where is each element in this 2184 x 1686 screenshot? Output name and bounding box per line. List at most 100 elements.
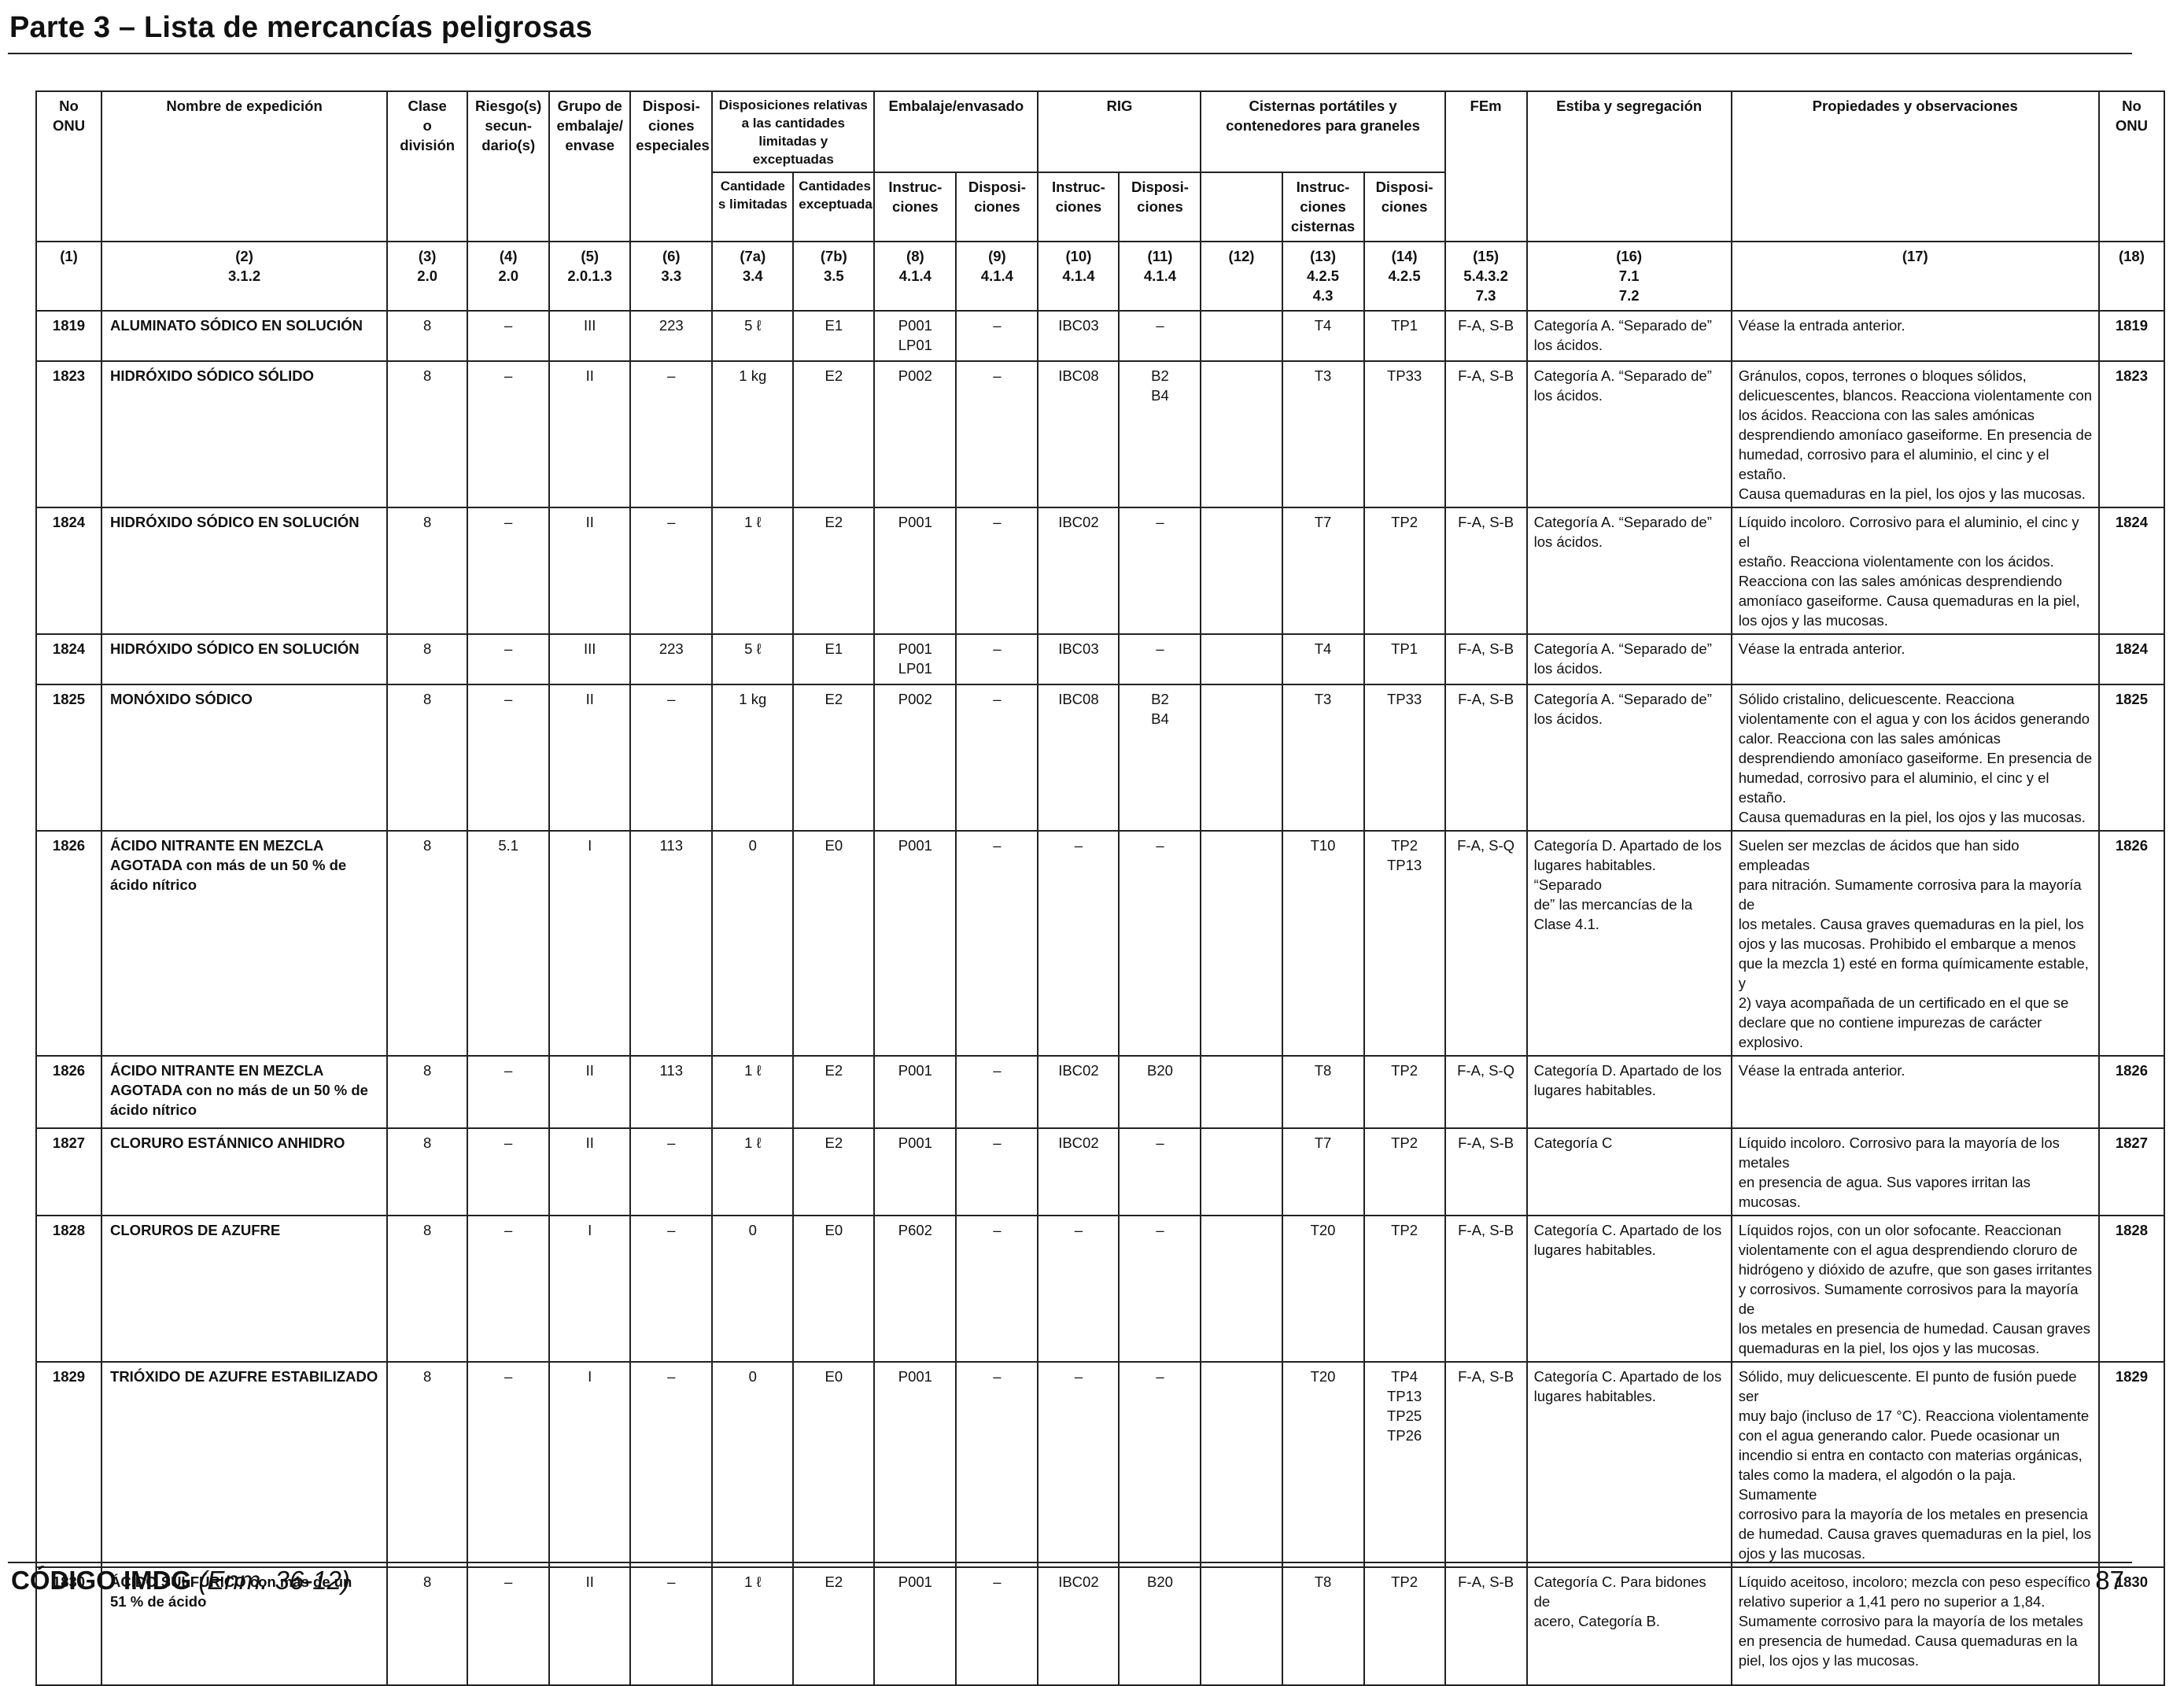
subsidiary-risk-cell: –	[467, 633, 551, 685]
subsidiary-risk-cell: –	[467, 1566, 551, 1686]
header-un-number: No ONU	[35, 90, 103, 242]
excepted-quantity-cell: E0	[792, 830, 876, 1057]
column-12-cell	[1200, 360, 1283, 508]
stowage-cell: Categoría D. Apartado de los lugares hab…	[1525, 1055, 1732, 1129]
un-number-right-cell: 1826	[2097, 830, 2166, 1057]
tank-provision-cell: TP2 TP13	[1363, 830, 1446, 1057]
column-12-cell	[1200, 633, 1283, 685]
stowage-cell: Categoría C. Apartado de los lugares hab…	[1525, 1215, 1732, 1363]
header-packaging-group: Embalaje/envasado	[873, 90, 1039, 173]
un-number-right-cell: 1829	[2097, 1361, 2166, 1568]
shipping-name-cell: CLORUROS DE AZUFRE	[101, 1215, 389, 1363]
footer-divider	[8, 1562, 2132, 1563]
table-row: 1829 TRIÓXIDO DE AZUFRE ESTABILIZADO 8– I –0…	[35, 1361, 2166, 1568]
header-un-number-right: No ONU	[2097, 90, 2166, 242]
column-12-cell	[1200, 1055, 1283, 1129]
ibc-provision-cell: –	[1118, 633, 1202, 685]
excepted-quantity-cell: E2	[792, 1566, 876, 1686]
tank-provision-cell: TP2	[1363, 507, 1446, 635]
properties-cell: Véase la entrada anterior.	[1730, 1055, 2100, 1129]
ibc-provision-cell: –	[1118, 1127, 1202, 1216]
packing-group-cell: II	[548, 1127, 632, 1216]
class-cell: 8	[386, 633, 469, 685]
shipping-name-cell: HIDRÓXIDO SÓDICO SÓLIDO	[101, 360, 389, 508]
limited-quantity-cell: 1 ℓ	[711, 507, 795, 635]
ibc-provision-cell: –	[1118, 1361, 1202, 1568]
table-row: 1823 HIDRÓXIDO SÓDICO SÓLIDO 8– II –1 kg E2 P0…	[35, 360, 2166, 508]
packing-group-cell: II	[548, 1566, 632, 1686]
column-12-cell	[1200, 830, 1283, 1057]
packing-provision-cell: –	[955, 1215, 1039, 1363]
column-number-cell: (15) 5.4.3.2 7.3	[1444, 241, 1528, 312]
column-12-cell	[1200, 507, 1283, 635]
column-number-cell: (13) 4.2.5 4.3	[1281, 241, 1365, 312]
class-cell: 8	[386, 507, 469, 635]
column-number-cell: (2) 3.1.2	[101, 241, 389, 312]
table-row: 1830 ÁCIDO SULFÚRICO con más de un 51 % d…	[35, 1566, 2166, 1686]
limited-quantity-cell: 1 ℓ	[711, 1566, 795, 1686]
header-limited-excepted-group: Disposiciones relativas a las cantidades…	[711, 90, 876, 173]
un-number-cell: 1826	[35, 1055, 103, 1129]
column-number-cell: (1)	[35, 241, 103, 312]
packing-provision-cell: –	[955, 1127, 1039, 1216]
stowage-cell: Categoría A. “Separado de” los ácidos.	[1525, 684, 1732, 832]
packing-instruction-cell: P001	[873, 1055, 957, 1129]
column-number-cell: (14) 4.2.5	[1363, 241, 1446, 312]
ibc-instruction-cell: IBC08	[1037, 360, 1120, 508]
ems-cell: F-A, S-B	[1444, 310, 1528, 362]
column-number-cell: (10) 4.1.4	[1037, 241, 1120, 312]
class-cell: 8	[386, 1055, 469, 1129]
header-ibc-instructions: Instruc- ciones	[1037, 172, 1120, 242]
subsidiary-risk-cell: –	[467, 360, 551, 508]
packing-instruction-cell: P001	[873, 1361, 957, 1568]
special-provisions-cell: –	[629, 360, 714, 508]
packing-group-cell: II	[548, 360, 632, 508]
header-packing-group: Grupo de embalaje/ envase	[548, 90, 632, 242]
packing-instruction-cell: P001	[873, 1127, 957, 1216]
limited-quantity-cell: 0	[711, 1215, 795, 1363]
shipping-name-cell: MONÓXIDO SÓDICO	[101, 684, 389, 832]
header-subsidiary-risk: Riesgo(s) secun- dario(s)	[467, 90, 551, 242]
stowage-cell: Categoría C. Apartado de los lugares hab…	[1525, 1361, 1732, 1568]
class-cell: 8	[386, 310, 469, 362]
column-number-cell: (4) 2.0	[467, 241, 551, 312]
column-number-cell: (7a) 3.4	[711, 241, 795, 312]
excepted-quantity-cell: E1	[792, 633, 876, 685]
header-tank-group: Cisternas portátiles y contenedores para…	[1200, 90, 1446, 173]
ibc-provision-cell: B2 B4	[1118, 360, 1202, 508]
tank-instruction-cell: T3	[1281, 684, 1365, 832]
table-row: 1826 ÁCIDO NITRANTE EN MEZCLA AGOTADA con…	[35, 1055, 2166, 1129]
column-12-cell	[1200, 310, 1283, 362]
ems-cell: F-A, S-Q	[1444, 1055, 1528, 1129]
subsidiary-risk-cell: –	[467, 1361, 551, 1568]
special-provisions-cell: –	[629, 507, 714, 635]
column-12-cell	[1200, 684, 1283, 832]
packing-group-cell: I	[548, 1361, 632, 1568]
page-title: Parte 3 – Lista de mercancías peligrosas	[9, 11, 592, 44]
table-row: 1824 HIDRÓXIDO SÓDICO EN SOLUCIÓN 8– III 223…	[35, 633, 2166, 685]
column-number-row: (1) (2) 3.1.2 (3) 2.0 (4) 2.0 (5) 2.0.1.3 (6)…	[35, 241, 2166, 312]
tank-instruction-cell: T8	[1281, 1055, 1365, 1129]
subsidiary-risk-cell: –	[467, 1127, 551, 1216]
subsidiary-risk-cell: –	[467, 507, 551, 635]
tank-instruction-cell: T20	[1281, 1215, 1365, 1363]
un-number-right-cell: 1825	[2097, 684, 2166, 832]
limited-quantity-cell: 1 kg	[711, 684, 795, 832]
packing-provision-cell: –	[955, 1566, 1039, 1686]
properties-cell: Sólido cristalino, delicuescente. Reacci…	[1730, 684, 2100, 832]
packing-instruction-cell: P001	[873, 1566, 957, 1686]
packing-provision-cell: –	[955, 310, 1039, 362]
excepted-quantity-cell: E1	[792, 310, 876, 362]
properties-cell: Líquido incoloro. Corrosivo para la mayo…	[1730, 1127, 2100, 1216]
table-row: 1826 ÁCIDO NITRANTE EN MEZCLA AGOTADA con…	[35, 830, 2166, 1057]
packing-group-cell: III	[548, 310, 632, 362]
packing-group-cell: II	[548, 684, 632, 832]
excepted-quantity-cell: E2	[792, 360, 876, 508]
packing-provision-cell: –	[955, 1361, 1039, 1568]
subsidiary-risk-cell: 5.1	[467, 830, 551, 1057]
un-number-cell: 1829	[35, 1361, 103, 1568]
limited-quantity-cell: 1 ℓ	[711, 1127, 795, 1216]
special-provisions-cell: 223	[629, 310, 714, 362]
packing-group-cell: III	[548, 633, 632, 685]
un-number-right-cell: 1828	[2097, 1215, 2166, 1363]
